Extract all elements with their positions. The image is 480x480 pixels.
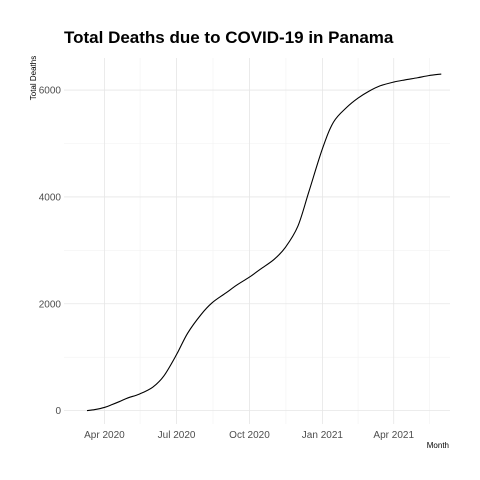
total-deaths-line: [86, 73, 442, 412]
y-tick-label: 2000: [39, 299, 62, 310]
x-tick-label: Apr 2021: [373, 430, 414, 441]
x-tick-label: Jan 2021: [302, 430, 344, 441]
grid: [64, 58, 450, 424]
x-tick-label: Jul 2020: [158, 430, 196, 441]
y-tick-label: 0: [55, 406, 61, 417]
chart-title: Total Deaths due to COVID-19 in Panama: [64, 28, 394, 47]
y-tick-label: 4000: [39, 192, 62, 203]
y-tick-label: 6000: [39, 86, 62, 97]
x-axis-label: Month: [427, 441, 449, 450]
series-layer: [86, 73, 442, 412]
tick-labels: 0 2000 4000 6000 Apr 2020 Jul 2020 Oct 2020 Jan…: [39, 86, 415, 441]
x-tick-label: Apr 2020: [84, 430, 125, 441]
x-tick-label: Oct 2020: [229, 430, 270, 441]
y-axis-label: Total Deaths: [29, 56, 38, 100]
